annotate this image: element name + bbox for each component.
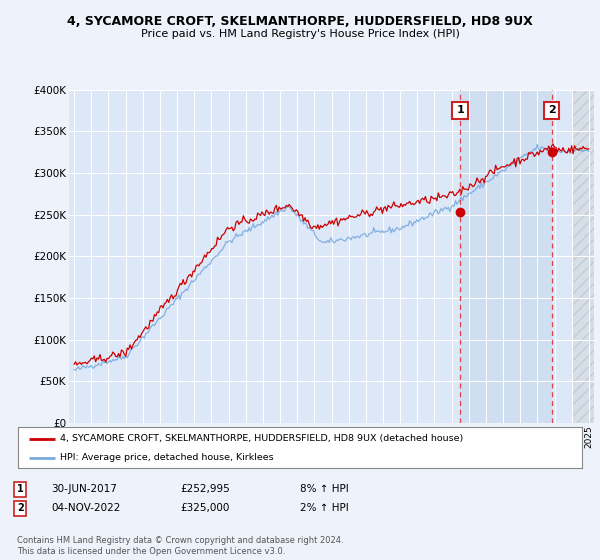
Text: 1: 1 bbox=[17, 484, 23, 494]
Text: £252,995: £252,995 bbox=[180, 484, 230, 494]
Bar bbox=[460, 90, 551, 423]
Text: 4, SYCAMORE CROFT, SKELMANTHORPE, HUDDERSFIELD, HD8 9UX: 4, SYCAMORE CROFT, SKELMANTHORPE, HUDDER… bbox=[67, 15, 533, 28]
Text: 2% ↑ HPI: 2% ↑ HPI bbox=[300, 503, 349, 514]
Bar bbox=[572, 90, 594, 423]
Text: Price paid vs. HM Land Registry's House Price Index (HPI): Price paid vs. HM Land Registry's House … bbox=[140, 29, 460, 39]
Text: 30-JUN-2017: 30-JUN-2017 bbox=[51, 484, 117, 494]
Text: Contains HM Land Registry data © Crown copyright and database right 2024.
This d: Contains HM Land Registry data © Crown c… bbox=[17, 536, 343, 556]
Text: HPI: Average price, detached house, Kirklees: HPI: Average price, detached house, Kirk… bbox=[60, 453, 274, 462]
Text: 2: 2 bbox=[17, 503, 23, 514]
Text: 04-NOV-2022: 04-NOV-2022 bbox=[51, 503, 121, 514]
Text: 2: 2 bbox=[548, 105, 556, 115]
Text: £325,000: £325,000 bbox=[180, 503, 229, 514]
Text: 4, SYCAMORE CROFT, SKELMANTHORPE, HUDDERSFIELD, HD8 9UX (detached house): 4, SYCAMORE CROFT, SKELMANTHORPE, HUDDER… bbox=[60, 434, 464, 443]
Text: 1: 1 bbox=[457, 105, 464, 115]
Text: 8% ↑ HPI: 8% ↑ HPI bbox=[300, 484, 349, 494]
